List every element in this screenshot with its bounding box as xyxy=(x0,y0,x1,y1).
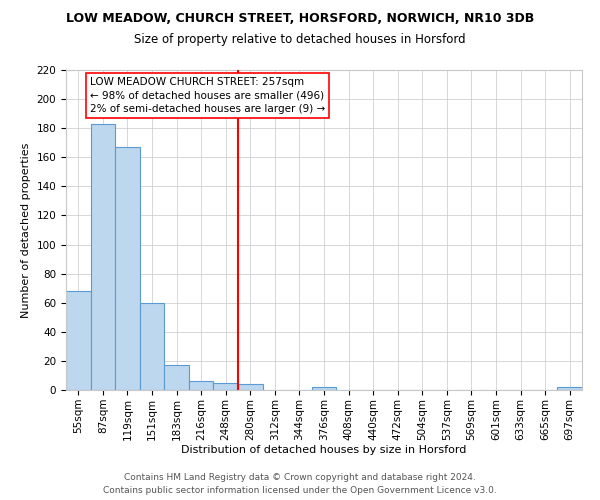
X-axis label: Distribution of detached houses by size in Horsford: Distribution of detached houses by size … xyxy=(181,446,467,456)
Text: Size of property relative to detached houses in Horsford: Size of property relative to detached ho… xyxy=(134,32,466,46)
Bar xyxy=(140,302,164,390)
Bar xyxy=(91,124,115,390)
Text: Contains public sector information licensed under the Open Government Licence v3: Contains public sector information licen… xyxy=(103,486,497,495)
Text: LOW MEADOW CHURCH STREET: 257sqm
← 98% of detached houses are smaller (496)
2% o: LOW MEADOW CHURCH STREET: 257sqm ← 98% o… xyxy=(90,78,325,114)
Bar xyxy=(312,387,336,390)
Bar xyxy=(115,147,140,390)
Y-axis label: Number of detached properties: Number of detached properties xyxy=(21,142,31,318)
Bar xyxy=(214,382,238,390)
Bar xyxy=(189,382,214,390)
Bar xyxy=(66,291,91,390)
Bar xyxy=(557,387,582,390)
Bar xyxy=(238,384,263,390)
Bar xyxy=(164,366,189,390)
Text: Contains HM Land Registry data © Crown copyright and database right 2024.: Contains HM Land Registry data © Crown c… xyxy=(124,472,476,482)
Text: LOW MEADOW, CHURCH STREET, HORSFORD, NORWICH, NR10 3DB: LOW MEADOW, CHURCH STREET, HORSFORD, NOR… xyxy=(66,12,534,26)
